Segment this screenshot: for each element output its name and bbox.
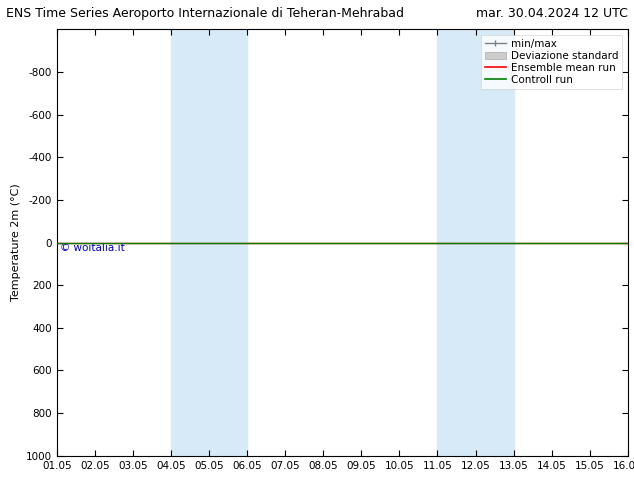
Bar <box>437 29 514 456</box>
Y-axis label: Temperature 2m (°C): Temperature 2m (°C) <box>11 184 20 301</box>
Text: mar. 30.04.2024 12 UTC: mar. 30.04.2024 12 UTC <box>476 7 628 21</box>
Legend: min/max, Deviazione standard, Ensemble mean run, Controll run: min/max, Deviazione standard, Ensemble m… <box>481 35 623 89</box>
Bar <box>171 29 247 456</box>
Text: © woitalia.it: © woitalia.it <box>60 243 125 252</box>
Text: ENS Time Series Aeroporto Internazionale di Teheran-Mehrabad: ENS Time Series Aeroporto Internazionale… <box>6 7 404 21</box>
